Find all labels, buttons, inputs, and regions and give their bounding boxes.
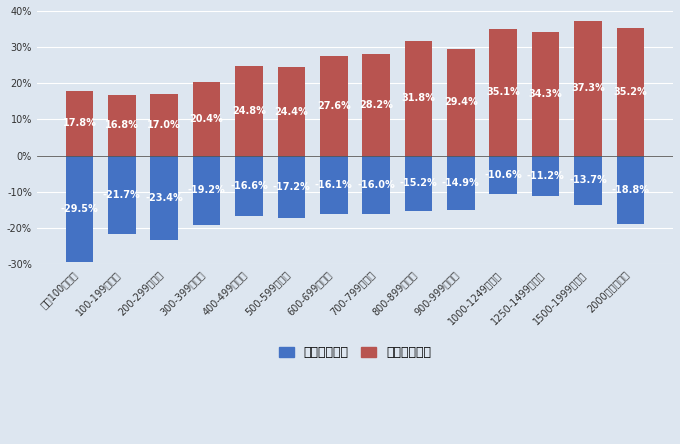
Bar	[617, 156, 644, 224]
Text: 24.4%: 24.4%	[275, 107, 308, 116]
Text: -10.6%: -10.6%	[484, 170, 522, 180]
Bar	[235, 156, 262, 216]
Text: -17.2%: -17.2%	[273, 182, 310, 192]
Text: 35.1%: 35.1%	[486, 87, 520, 97]
Text: 24.8%: 24.8%	[232, 106, 266, 116]
Text: 28.2%: 28.2%	[359, 99, 393, 110]
Bar	[320, 56, 347, 156]
Text: -21.7%: -21.7%	[103, 190, 141, 200]
Text: -23.4%: -23.4%	[146, 193, 183, 203]
Bar	[490, 29, 517, 156]
Text: 31.8%: 31.8%	[402, 93, 435, 103]
Bar	[617, 28, 644, 156]
Text: -19.2%: -19.2%	[188, 186, 226, 195]
Bar	[362, 156, 390, 214]
Text: 17.0%: 17.0%	[148, 120, 181, 130]
Bar	[277, 156, 305, 218]
Text: -16.0%: -16.0%	[357, 180, 395, 190]
Text: -29.5%: -29.5%	[61, 204, 99, 214]
Text: 17.8%: 17.8%	[63, 119, 97, 128]
Text: 27.6%: 27.6%	[317, 101, 351, 111]
Text: 37.3%: 37.3%	[571, 83, 605, 93]
Text: -16.6%: -16.6%	[230, 181, 268, 190]
Bar	[66, 91, 93, 156]
Text: -14.9%: -14.9%	[442, 178, 480, 188]
Legend: 支出总额减少, 支出总额增加: 支出总额减少, 支出总额增加	[273, 341, 436, 365]
Text: -13.7%: -13.7%	[569, 175, 607, 186]
Bar	[320, 156, 347, 214]
Bar	[108, 95, 135, 156]
Text: -11.2%: -11.2%	[527, 171, 564, 181]
Bar	[447, 49, 475, 156]
Bar	[108, 156, 135, 234]
Bar	[277, 67, 305, 156]
Text: -15.2%: -15.2%	[400, 178, 437, 188]
Text: 34.3%: 34.3%	[529, 89, 562, 99]
Bar	[405, 156, 432, 210]
Bar	[362, 54, 390, 156]
Bar	[532, 156, 560, 196]
Bar	[574, 156, 602, 205]
Bar	[150, 94, 178, 156]
Bar	[66, 156, 93, 262]
Text: -18.8%: -18.8%	[611, 185, 649, 194]
Bar	[405, 40, 432, 156]
Bar	[447, 156, 475, 210]
Bar	[532, 32, 560, 156]
Bar	[490, 156, 517, 194]
Bar	[235, 66, 262, 156]
Text: 35.2%: 35.2%	[613, 87, 647, 97]
Bar	[193, 156, 220, 225]
Text: 16.8%: 16.8%	[105, 120, 139, 130]
Bar	[574, 21, 602, 156]
Bar	[150, 156, 178, 240]
Text: 29.4%: 29.4%	[444, 98, 478, 107]
Text: -16.1%: -16.1%	[315, 180, 353, 190]
Bar	[193, 82, 220, 156]
Text: 20.4%: 20.4%	[190, 114, 224, 124]
